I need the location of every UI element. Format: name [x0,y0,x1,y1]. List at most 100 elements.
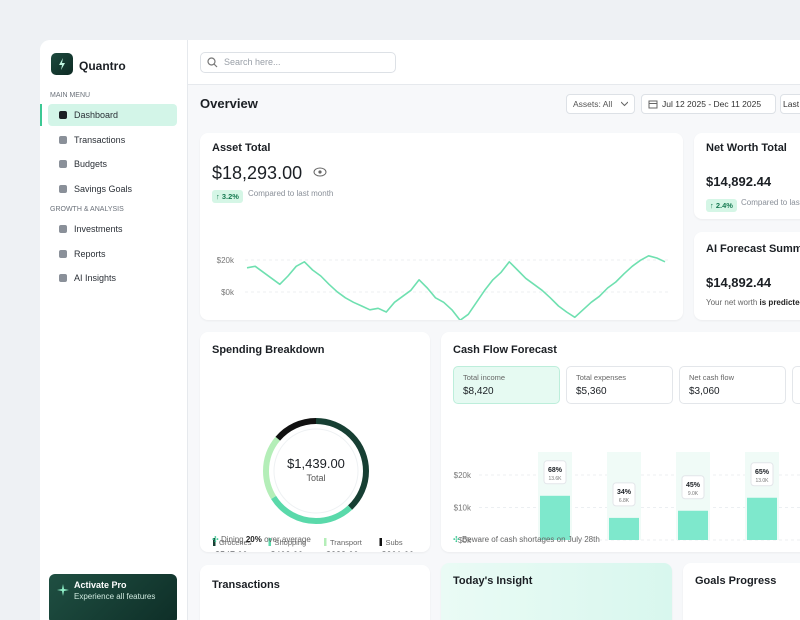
net-worth-card: Net Worth Total $14,892.44 ↑ 2.4% Compar… [694,133,800,219]
y-label: $0k [221,288,235,297]
card-title: Net Worth Total [706,142,787,154]
menu-item[interactable]: Budgets [48,153,177,175]
share-label: 65% [755,469,770,476]
badge: ↑ 3.2% [212,190,243,203]
badge: ↑ 2.4% [706,199,737,212]
cash-flow-card: Cash Flow Forecast Total income $8,420 Tot… [441,332,800,552]
spending-note: ✣ Dining 20% over average [212,535,311,544]
menu-label: Budgets [74,159,108,169]
donut-chart: Groceries $547.00 Shopping $403.00 Transport… [213,418,415,552]
menu-icon [59,184,67,193]
forecast-value: $14,892.44 [706,275,772,290]
brand: Quantro [79,59,126,73]
legend-label: Shopping [275,538,307,547]
cash-flow-chart: $0k$10k$20k68%13.6KJul34%6.8KAug45%9.0KS… [454,452,800,545]
donut-total: $1,439.00 [287,456,345,471]
search-box[interactable]: Search here... [200,52,396,73]
section-label: MAIN MENU [50,92,91,99]
summary-value: $5,360 [576,386,607,397]
active-indicator [40,104,42,126]
compare-text: Compared to last month [741,198,800,207]
menu-item[interactable]: Reports [48,243,177,265]
y-tick-label: $0k [458,536,472,545]
assets-filter-label: Assets: All [573,99,613,109]
transactions-card: Transactions [200,565,430,620]
menu-icon [59,160,67,168]
menu-item[interactable]: Investments [48,218,177,240]
page: Quantro MAIN MENU Dashboard Transactions Bu… [40,40,800,620]
card-title: Transactions [212,579,280,591]
calendar-icon [648,100,658,109]
text: Your net worth [706,298,758,307]
summary-label: Total income [463,373,506,382]
promo[interactable]: Activate Pro Experience all features [49,574,177,620]
date-filter[interactable]: Jul 12 2025 - Dec 11 2025 [641,94,776,114]
legend-swatch [379,538,382,546]
text: over average [264,535,311,544]
compare-text: Compared to last month [248,189,334,198]
change-badge: ↑ 2.4% [706,195,737,213]
ai-forecast-card: AI Forecast Summary $14,892.44 Your net … [694,232,800,320]
legend-value: $201.00 [382,550,415,552]
chevron [621,101,628,107]
search-placeholder: Search here... [224,57,281,67]
menu-icon [59,274,67,282]
bar-label-box [681,475,705,500]
asset-card: Asset Total $18,293.00 ↑ 3.2% Compared t… [200,133,683,320]
bar [609,517,639,540]
donut-segment [263,418,369,524]
menu-icon [59,225,67,233]
legend-label: Groceries [219,538,252,547]
card-title: AI Forecast Summary [706,243,800,255]
topbar: Search here... [188,40,800,85]
eye-icon[interactable] [313,167,327,177]
icon: ✣ [453,535,460,544]
range-preset[interactable]: Last [780,94,800,114]
card-title: Goals Progress [695,575,777,587]
menu-label: Savings Goals [74,183,133,194]
summary-box: Total expenses $5,360 [566,366,673,404]
menu-item[interactable]: Transactions [48,129,177,151]
cash-note: ✣ Beware of cash shortages on July 28th [453,535,600,544]
legend-swatch [324,538,327,546]
menu-item[interactable]: Dashboard [48,104,177,126]
text-bold: is predicted [759,298,800,307]
assets-filter[interactable]: Assets: All [566,94,635,114]
share-label: 34% [617,489,632,496]
card-title: Today's Insight [453,575,533,587]
app-window: Quantro MAIN MENU Dashboard Transactions Bu… [40,40,800,620]
menu-item[interactable]: Savings Goals [48,178,177,200]
menu-label: Reports [74,248,106,259]
bar [747,497,777,540]
bar-label-box [612,482,636,507]
menu-label: Investments [74,224,123,234]
goals-card: Goals Progress [683,563,800,620]
summary-label: Net cash flow [689,373,735,382]
card-title: Asset Total [212,142,271,154]
change-badge: ↑ 3.2% [212,186,243,204]
sidebar: Quantro MAIN MENU Dashboard Transactions Bu… [40,40,188,620]
value-label: 13.0K [755,478,769,484]
text-bold: 20% [245,535,262,544]
page-title: Overview [200,96,258,111]
logo-icon [59,58,65,70]
menu-icon [59,111,67,119]
asset-chart: $20k$0k$10kJulAugSeptOctNovDec [217,255,670,320]
promo-title: Activate Pro [74,580,127,590]
logo [51,53,73,75]
menu-item[interactable]: AI Insights [48,267,177,289]
spending-card: Spending Breakdown Groceries $547.00 Shopp… [200,332,430,552]
asset-value: $18,293.00 [212,163,303,183]
legend-label: Subs [386,538,403,547]
change-value: 3.2% [221,192,239,201]
card-title: Spending Breakdown [212,344,325,356]
text: Beware of cash shortages on July 28th [461,535,600,544]
donut-inner-ring [273,428,359,514]
menu-label: Dashboard [74,110,119,120]
menu-icon [59,249,67,258]
donut-segment [263,418,369,524]
y-label: $20k [217,256,235,265]
legend-value: $403.00 [271,550,304,552]
legend-swatch [213,538,216,546]
value-label: 9.0K [688,491,699,497]
